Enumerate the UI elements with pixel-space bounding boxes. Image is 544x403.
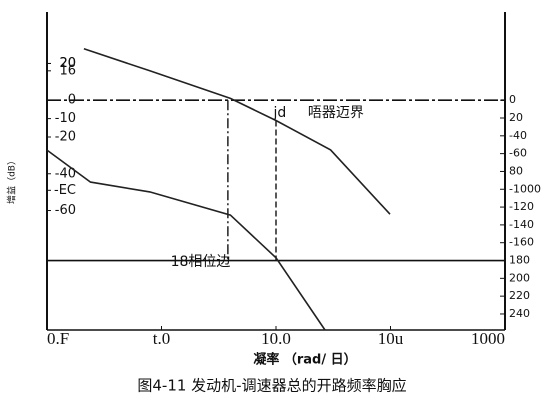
series-line — [83, 48, 391, 215]
x-tick-label: 10u — [378, 329, 404, 348]
y2-tick-label: -160 — [509, 236, 534, 249]
y-tick-label: 16 — [59, 63, 76, 78]
x-axis-label: 凝率 （rad/ 日） — [253, 352, 356, 368]
y2-tick-label: 200 — [509, 271, 530, 284]
y-tick-label: -40 — [55, 166, 76, 181]
annotation: 唔器迈界 — [308, 105, 364, 121]
y-tick-label: -10 — [55, 111, 76, 126]
x-tick-label: 1000 — [471, 329, 505, 348]
y2-tick-label: 180 — [509, 254, 530, 267]
y2-tick-label: -60 — [509, 147, 527, 160]
y-tick-label: 20 — [59, 56, 76, 71]
y2-tick-label: 20 — [509, 111, 523, 124]
y2-tick-label: -140 — [509, 218, 534, 231]
x-tick-label: t.0 — [153, 329, 170, 348]
annotation: jd — [272, 105, 286, 121]
y2-tick-label: 0 — [509, 93, 516, 106]
y-tick-label: -60 — [55, 203, 76, 218]
y-tick-label: -EC — [54, 183, 76, 198]
annotation: 18相位边 — [171, 254, 231, 270]
y2-tick-label: 240 — [509, 307, 530, 320]
series-line — [46, 149, 326, 331]
x-tick-label: 10.0 — [261, 329, 291, 348]
y2-tick-label: 80 — [509, 164, 523, 177]
x-tick-label: 0.F — [47, 329, 69, 348]
y2-tick-label: -1000 — [509, 182, 541, 195]
y2-tick-label: 220 — [509, 289, 530, 302]
y-tick-label: -20 — [55, 129, 76, 144]
caption: 图4-11 发动机-调速器总的开路频率胸应 — [137, 377, 406, 395]
y-axis-label: 增益（dB） — [6, 156, 18, 204]
y2-tick-label: -120 — [509, 200, 534, 213]
y2-tick-label: -40 — [509, 129, 527, 142]
y-tick-label: 20 — [59, 56, 76, 71]
